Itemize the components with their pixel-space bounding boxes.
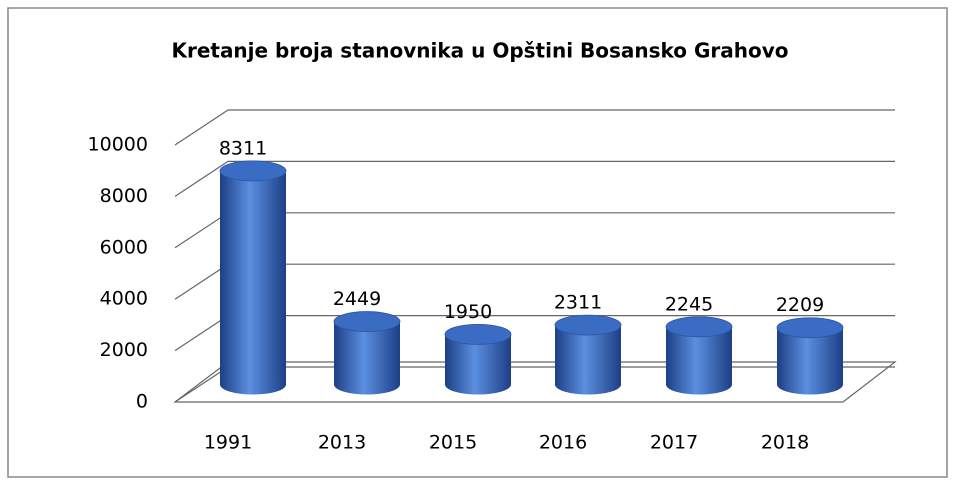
x-tick-label: 2016 [539,432,587,454]
y-tick-label: 6000 [100,236,148,258]
y-tick-label: 0 [136,391,148,413]
x-tick-label: 1991 [204,432,252,454]
grid-line [174,109,895,146]
bar [666,316,732,395]
x-tick-label: 2017 [650,432,698,454]
x-tick-label: 2013 [318,432,366,454]
data-label: 8311 [219,137,267,159]
bar-top [333,311,401,332]
bar [334,311,400,395]
bar [220,160,286,395]
bar [555,315,621,395]
bar [777,317,843,395]
y-tick-label: 4000 [100,288,148,310]
floor [173,361,897,403]
data-label: 2245 [665,293,713,315]
bar-top [665,316,733,338]
bar-top [219,160,287,182]
y-tick-label: 8000 [100,185,148,207]
x-tick-label: 2018 [761,432,809,454]
grid-line [174,160,895,197]
chart-border [7,7,948,478]
chart-title: Kretanje broja stanovnika u Opštini Bosa… [171,39,788,63]
data-label: 1950 [444,301,492,323]
data-label: 2209 [776,294,824,316]
bar-top [444,323,512,345]
data-label: 2449 [333,288,381,310]
y-tick-label: 2000 [100,339,148,361]
x-tick-label: 2015 [429,432,477,454]
bar-top [776,317,844,339]
bar-top [554,314,622,336]
data-label: 2311 [554,292,602,314]
y-tick-label: 10000 [88,134,148,156]
